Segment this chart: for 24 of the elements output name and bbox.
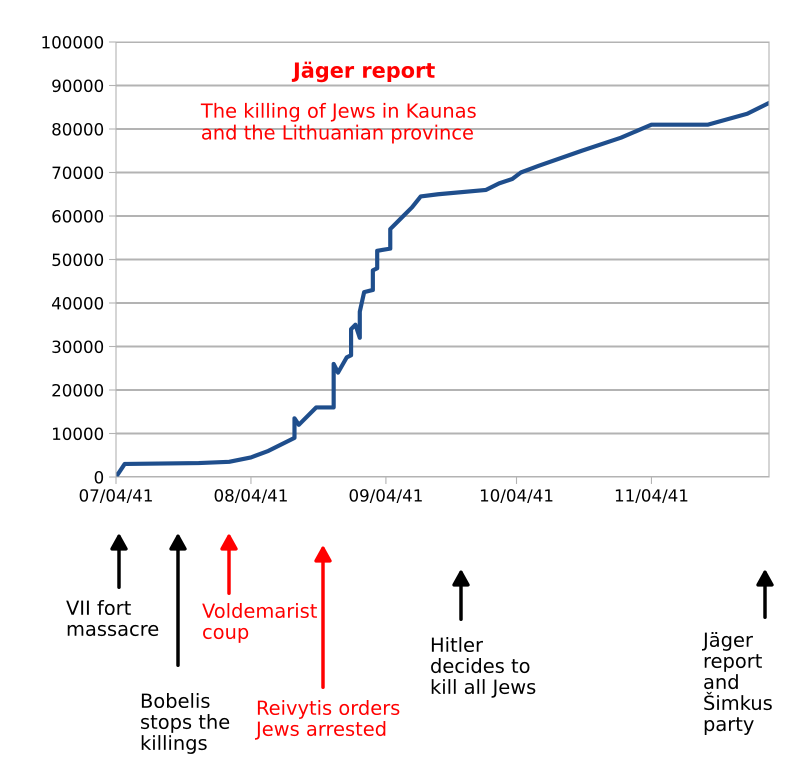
x-tick-label: 09/04/41 bbox=[350, 489, 422, 504]
text: The killing of Jews in Kaunas and the Lithuanian province bbox=[200, 102, 476, 144]
y-tick-label: 90000 bbox=[52, 79, 104, 92]
y-tick-label: 0 bbox=[94, 470, 104, 484]
y-tick-label: 30000 bbox=[52, 340, 104, 354]
x-tick-label: 08/04/41 bbox=[214, 489, 287, 504]
x-tick-label: 11/04/41 bbox=[616, 489, 688, 504]
x-tick-label: 10/04/41 bbox=[480, 489, 552, 504]
y-tick-label: 80000 bbox=[52, 122, 104, 136]
y-tick-label: 50000 bbox=[52, 253, 104, 266]
y-tick-label: 100000 bbox=[42, 36, 104, 49]
y-tick-label: 20000 bbox=[52, 384, 104, 397]
y-tick-label: 60000 bbox=[52, 210, 104, 223]
text: VII fort massacre bbox=[66, 600, 158, 636]
text: Jäger report bbox=[292, 62, 435, 82]
text: Reivytis orders Jews arrested bbox=[254, 700, 400, 740]
text: Voldemarist coup bbox=[202, 603, 317, 643]
x-tick-label: 07/04/41 bbox=[80, 489, 152, 504]
y-tick-label: 40000 bbox=[52, 296, 104, 310]
y-tick-label: 70000 bbox=[52, 166, 104, 180]
text: Bobelis stops the killings bbox=[141, 693, 230, 754]
y-tick-label: 10000 bbox=[53, 427, 104, 440]
text: Jäger report and Šimkus party bbox=[702, 632, 772, 735]
text: Hitler decides to kill all Jews bbox=[431, 637, 536, 698]
